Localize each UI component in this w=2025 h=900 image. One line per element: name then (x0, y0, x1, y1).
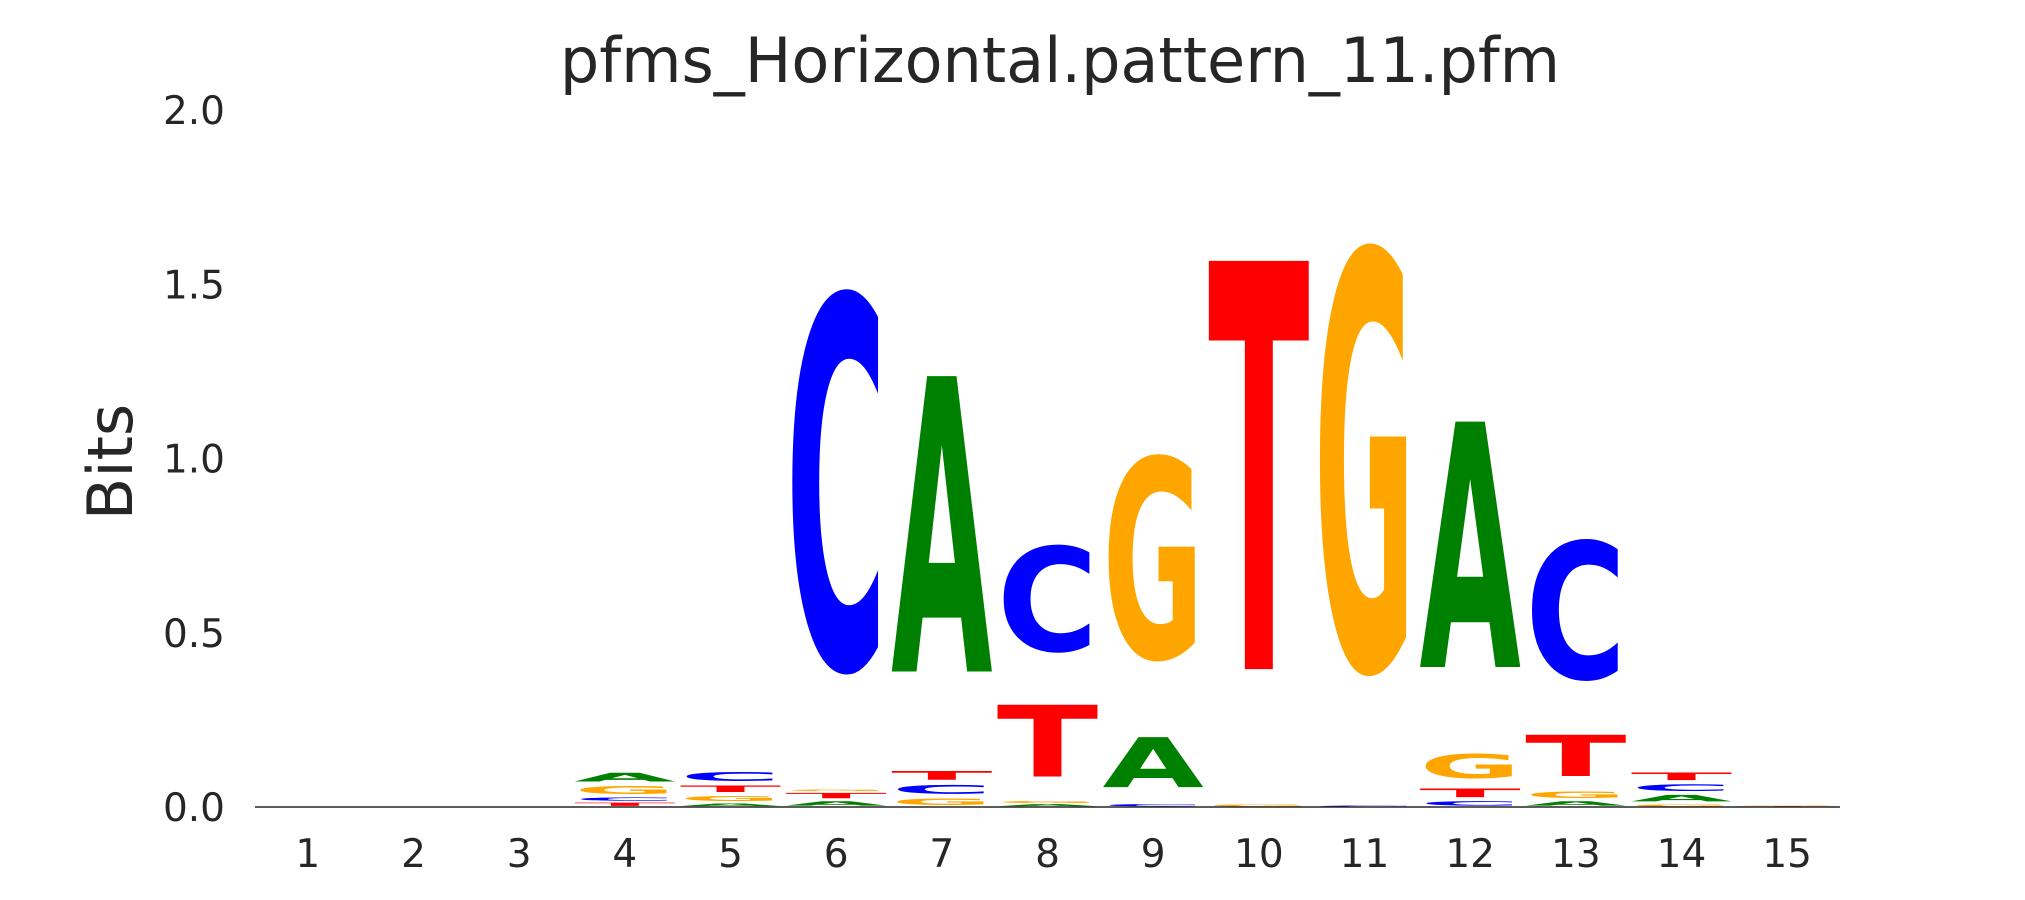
logo-letters: TCGAAGTCATGCGCTAAGTCCAGGTCGCTGAAGTCGACTT… (574, 137, 1838, 807)
y-tick-label: 1.5 (163, 263, 225, 308)
logo-letter-c: C (1419, 800, 1520, 807)
logo-letter-g: G (1314, 137, 1415, 803)
logo-letter-t: T (1208, 150, 1310, 802)
logo-letter-t: T (680, 784, 782, 794)
x-tick-label: 8 (1035, 832, 1060, 877)
logo-letter-c: C (1631, 783, 1732, 793)
logo-letter-a: A (1631, 793, 1733, 803)
x-tick-label: 14 (1657, 832, 1707, 877)
logo-letter-a: A (891, 297, 993, 768)
x-tick-label: 5 (718, 832, 743, 877)
logo-letter-g: G (785, 790, 886, 792)
logo-letter-c: C (785, 196, 886, 788)
x-tick-label: 10 (1234, 832, 1284, 877)
logo-letter-c: C (997, 519, 1098, 686)
logo-letter-c: C (891, 783, 992, 797)
logo-letter-g: G (1419, 748, 1520, 786)
logo-letter-t: T (997, 685, 1098, 800)
logo-letter-g: G (1525, 790, 1626, 800)
y-tick-label: 0.0 (163, 786, 225, 831)
y-tick-label: 0.5 (163, 612, 225, 657)
logo-letter-g: G (1631, 804, 1732, 807)
logo-letter-t: T (785, 791, 887, 800)
logo-letter-c: C (574, 797, 675, 802)
logo-letter-t: T (574, 802, 676, 807)
logo-letter-a: A (785, 800, 887, 807)
x-axis-ticks: 1 2 3 4 5 6 7 8 9 10 11 12 13 14 15 (295, 832, 1812, 877)
y-tick-label: 1.0 (163, 438, 225, 483)
x-tick-label: 12 (1445, 832, 1495, 877)
x-tick-label: 2 (401, 832, 426, 877)
logo-letter-g: G (574, 784, 675, 796)
logo-letter-g: G (1208, 804, 1309, 807)
logo-letter-c: C (1102, 804, 1203, 807)
logo-letter-g: G (997, 800, 1098, 803)
logo-letter-c: C (1314, 805, 1415, 807)
logo-letter-c: C (1525, 504, 1626, 723)
x-tick-label: 9 (1141, 832, 1166, 877)
y-axis-ticks: 0.0 0.5 1.0 1.5 2.0 (163, 89, 225, 831)
logo-letter-g: G (680, 794, 781, 803)
logo-letter-a: A (1419, 356, 1520, 747)
x-tick-label: 11 (1340, 832, 1390, 877)
y-axis-label: Bits (74, 404, 147, 520)
logo-letter-a: A (1525, 800, 1627, 807)
x-tick-label: 13 (1551, 832, 1601, 877)
x-tick-label: 7 (929, 832, 954, 877)
logo-letter-t: T (1631, 770, 1733, 782)
x-tick-label: 1 (295, 832, 320, 877)
x-tick-label: 4 (612, 832, 637, 877)
logo-letter-g: G (1102, 405, 1203, 723)
logo-letter-g: G (891, 797, 992, 807)
logo-letter-t: T (1419, 786, 1520, 800)
logo-letter-t: T (891, 769, 992, 783)
logo-letter-a: A (997, 804, 1099, 807)
chart-title: pfms_Horizontal.pattern_11.pfm (560, 24, 1560, 97)
logo-letter-a: A (574, 770, 675, 784)
x-tick-label: 6 (824, 832, 849, 877)
logo-letter-c: C (680, 770, 781, 784)
x-tick-label: 15 (1762, 832, 1812, 877)
x-tick-label: 3 (507, 832, 532, 877)
logo-letter-a: A (1102, 724, 1204, 804)
y-tick-label: 2.0 (163, 89, 225, 134)
logo-letter-g: G (1736, 805, 1837, 806)
logo-letter-a: A (680, 803, 782, 807)
logo-letter-t: T (1525, 724, 1627, 790)
